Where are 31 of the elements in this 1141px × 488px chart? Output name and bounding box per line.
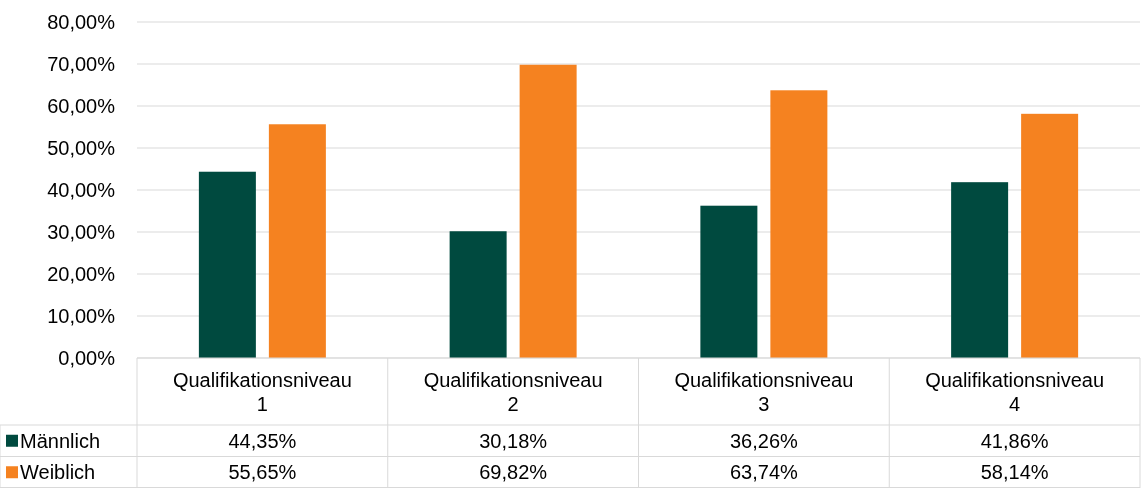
data-label: 30,18% [479,429,548,452]
data-label: 58,14% [980,461,1049,484]
data-label: 44,35% [228,429,297,452]
legend-label: Männlich [20,429,101,452]
y-tick-label: 0,00% [58,347,116,369]
x-tick-label: Qualifikationsniveau 1 [172,369,352,415]
x-tick-label: Qualifikationsniveau 3 [674,369,854,415]
y-tick-label: 40,00% [47,179,116,201]
legend-label: Weiblich [20,461,96,484]
bar [268,124,326,358]
data-label: 55,65% [228,461,297,484]
y-tick-label: 70,00% [47,53,116,75]
bar [951,182,1009,358]
y-tick-label: 50,00% [47,137,116,159]
bar [770,90,828,358]
bar [1021,113,1079,358]
y-tick-label: 30,00% [47,221,116,243]
x-tick-label: Qualifikationsniveau 4 [925,369,1105,415]
y-tick-label: 20,00% [47,263,116,285]
bar [519,64,577,358]
y-tick-label: 60,00% [47,95,116,117]
data-label: 69,82% [479,461,548,484]
bar [700,205,758,358]
x-tick-label: Qualifikationsniveau 2 [423,369,603,415]
y-tick-label: 10,00% [47,305,116,327]
bar [449,231,507,358]
bar [198,171,256,358]
data-label: 63,74% [729,461,798,484]
y-tick-label: 80,00% [47,11,116,33]
data-label: 36,26% [729,429,798,452]
data-label: 41,86% [980,429,1049,452]
